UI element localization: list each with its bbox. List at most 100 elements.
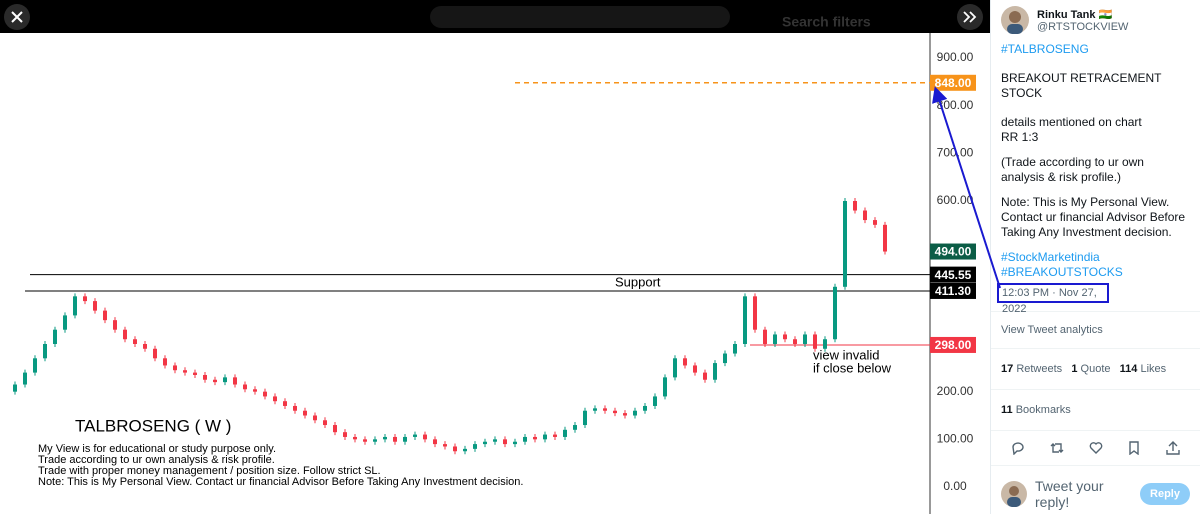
candle [673, 358, 677, 378]
candle [23, 372, 27, 385]
candle [203, 374, 207, 380]
candle [233, 377, 237, 385]
y-tick-label: 200.00 [937, 384, 974, 398]
hashtag[interactable]: #BREAKOUTSTOCKS [1001, 265, 1123, 279]
candle [653, 396, 657, 406]
tweet-line: RR 1:3 [1001, 130, 1039, 144]
candle [183, 370, 187, 373]
candle [393, 436, 397, 442]
retweet-label[interactable]: Retweets [1016, 363, 1063, 375]
y-tick-label: 700.00 [937, 146, 974, 160]
candle [743, 296, 747, 344]
quote-label[interactable]: Quote [1080, 363, 1111, 375]
candle [273, 396, 277, 402]
candle [753, 296, 757, 330]
candle [633, 410, 637, 416]
y-tick-label: 100.00 [937, 432, 974, 446]
candle [413, 434, 417, 437]
candle [703, 372, 707, 380]
candle [143, 344, 147, 349]
candle [213, 379, 217, 383]
candle [453, 446, 457, 452]
candle [803, 334, 807, 344]
retweet-count[interactable]: 17 [1001, 363, 1014, 375]
price-tag [930, 336, 976, 353]
reply-icon[interactable] [1011, 441, 1025, 455]
like-count[interactable]: 114 [1119, 363, 1138, 375]
avatar[interactable] [1001, 6, 1029, 34]
candle [33, 358, 37, 373]
search-box[interactable] [430, 6, 730, 28]
hashtag[interactable]: #StockMarketindia [1001, 250, 1100, 264]
like-icon[interactable] [1089, 441, 1103, 455]
quote-count[interactable]: 1 [1071, 363, 1078, 375]
timestamp[interactable]: 12:03 PM · Nov 27, 2022 [997, 283, 1109, 315]
candle [643, 405, 647, 411]
retweet-icon[interactable] [1050, 441, 1064, 455]
candle [773, 334, 777, 344]
chart-note: Trade according to ur own analysis & ris… [38, 454, 275, 466]
chart-note: My View is for educational or study purp… [38, 443, 276, 455]
reply-input[interactable]: Tweet your reply! [1035, 478, 1104, 510]
y-tick-label: 900.00 [937, 50, 974, 64]
reply-button[interactable]: Reply [1140, 483, 1190, 505]
y-tick-label: 800.00 [937, 98, 974, 112]
author-name[interactable]: Rinku Tank 🇮🇳 [1037, 8, 1113, 21]
reply-row: Tweet your reply! Reply [1001, 466, 1190, 522]
candle [43, 344, 47, 359]
candle [513, 441, 517, 445]
candle [483, 441, 487, 445]
candle [73, 296, 77, 316]
candle [353, 436, 357, 440]
like-label[interactable]: Likes [1140, 363, 1167, 375]
tweet-line: BREAKOUT RETRACEMENT STOCK [1001, 71, 1162, 100]
candle [813, 334, 817, 349]
tweet-line: details mentioned on chart [1001, 115, 1142, 129]
support-label: Support [615, 274, 661, 289]
analytics-text[interactable]: View Tweet analytics [1001, 324, 1103, 336]
candle [163, 358, 167, 366]
candle [293, 405, 297, 411]
candle [303, 410, 307, 416]
candle [323, 420, 327, 426]
candle [333, 425, 337, 433]
reply-avatar [1001, 481, 1027, 507]
stats: 17 Retweets 1 Quote 114 Likes [991, 348, 1200, 389]
candle [683, 358, 687, 366]
candle [793, 339, 797, 344]
author-handle[interactable]: @RTSTOCKVIEW [1037, 20, 1129, 33]
bookmark-icon[interactable] [1127, 441, 1141, 455]
search-filters: Search filters [782, 14, 871, 30]
share-icon[interactable] [1166, 441, 1180, 455]
candle [723, 353, 727, 364]
tweet-line: (Trade according to ur own analysis & ri… [1001, 155, 1144, 184]
analytics[interactable]: View Tweet analytics [991, 311, 1200, 348]
candle [403, 436, 407, 442]
candle [153, 348, 157, 359]
price-tag-label: 494.00 [935, 245, 972, 259]
candle [493, 439, 497, 442]
candle [623, 413, 627, 416]
candle [593, 408, 597, 411]
candle [823, 339, 827, 349]
candle [603, 408, 607, 411]
candle [133, 339, 137, 344]
candle [173, 365, 177, 371]
candle [223, 377, 227, 383]
hashtag[interactable]: #TALBROSENG [1001, 42, 1089, 56]
candle [473, 444, 477, 449]
tweet-header: Rinku Tank 🇮🇳 @RTSTOCKVIEW [1001, 6, 1190, 34]
candle [63, 315, 67, 330]
candle [503, 439, 507, 445]
bookmark-count[interactable]: 11 [1001, 404, 1013, 416]
candle [343, 432, 347, 437]
price-tag-label: 848.00 [935, 76, 972, 90]
candle [833, 286, 837, 340]
chart-background [0, 0, 990, 514]
bookmark-label[interactable]: Bookmarks [1015, 404, 1071, 416]
candle [523, 436, 527, 442]
candle [863, 210, 867, 221]
candle [363, 439, 367, 442]
candle [53, 329, 57, 344]
chart-viewer: Search filters TALBROSENG ( W ) Support … [0, 0, 990, 514]
